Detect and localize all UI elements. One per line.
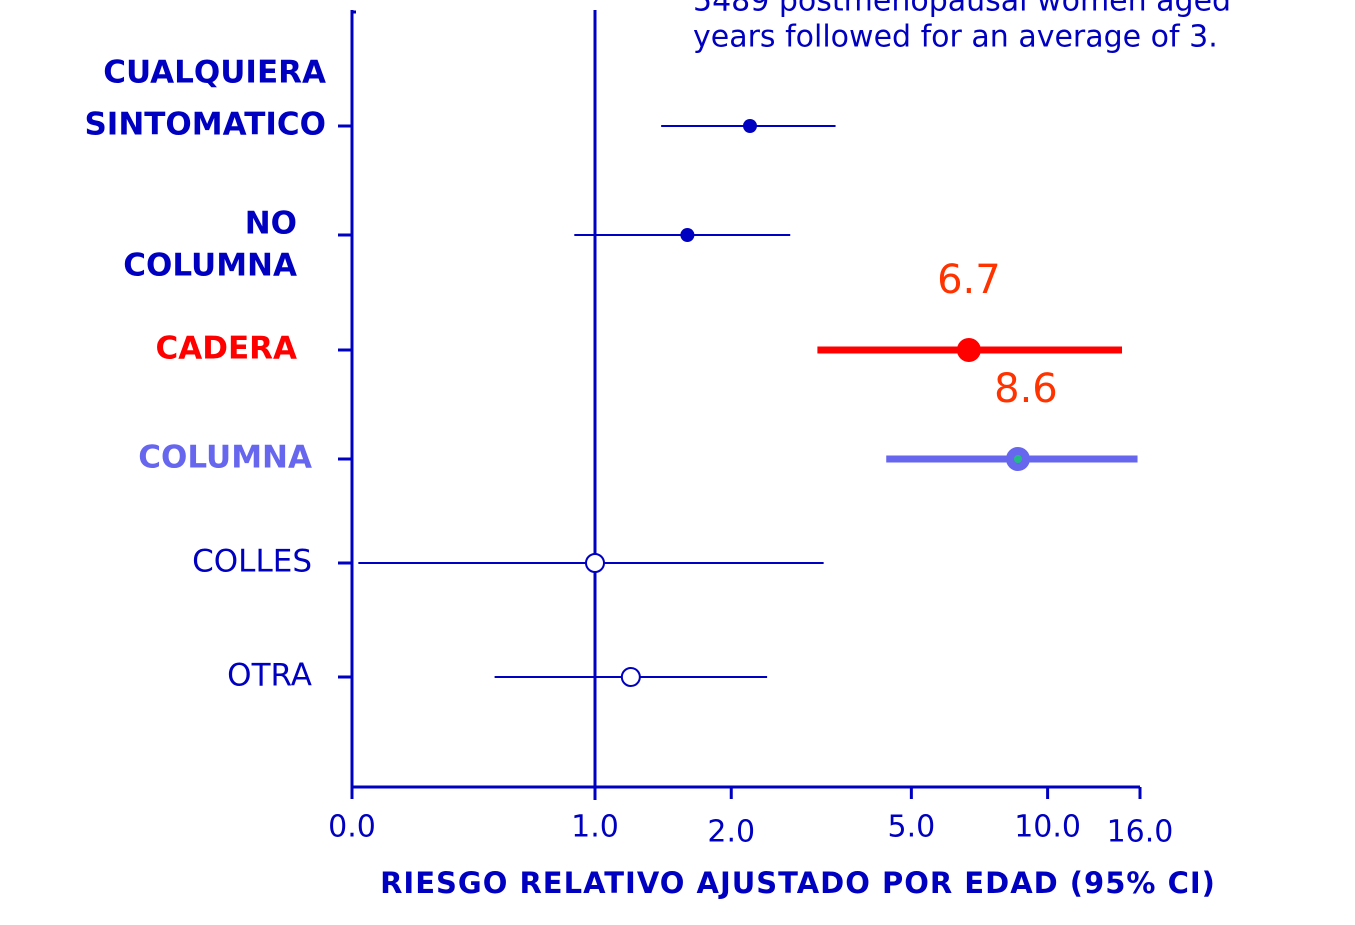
x-tick-label: 1.0 <box>571 810 619 845</box>
x-tick-label: 0.0 <box>328 810 376 845</box>
category-label: OTRA <box>227 658 312 694</box>
point-center <box>1013 455 1022 463</box>
point <box>956 338 981 362</box>
annotation: years followed for an average of 3. <box>693 20 1218 55</box>
x-axis-label: RIESGO RELATIVO AJUSTADO POR EDAD (95% C… <box>380 866 1216 900</box>
x-tick-label: 10.0 <box>1014 810 1081 845</box>
category-label: CADERA <box>155 331 297 367</box>
category-label: COLLES <box>192 544 312 580</box>
category-label: COLUMNA <box>138 440 312 476</box>
annotation: 5489 postmenopausal women aged <box>693 0 1231 19</box>
category-label: NO <box>245 206 297 242</box>
point <box>680 228 695 242</box>
value-label: 8.6 <box>994 366 1058 412</box>
x-tick-label: 2.0 <box>707 815 755 850</box>
x-tick-label: 5.0 <box>888 810 936 845</box>
value-label: 6.7 <box>937 257 1001 303</box>
category-label: SINTOMATICO <box>84 107 326 143</box>
category-label: COLUMNA <box>123 248 297 284</box>
point <box>620 667 641 687</box>
point <box>742 119 757 133</box>
point <box>585 553 605 573</box>
x-tick-label: 16.0 <box>1107 815 1174 850</box>
category-label: CUALQUIERA <box>103 55 326 91</box>
